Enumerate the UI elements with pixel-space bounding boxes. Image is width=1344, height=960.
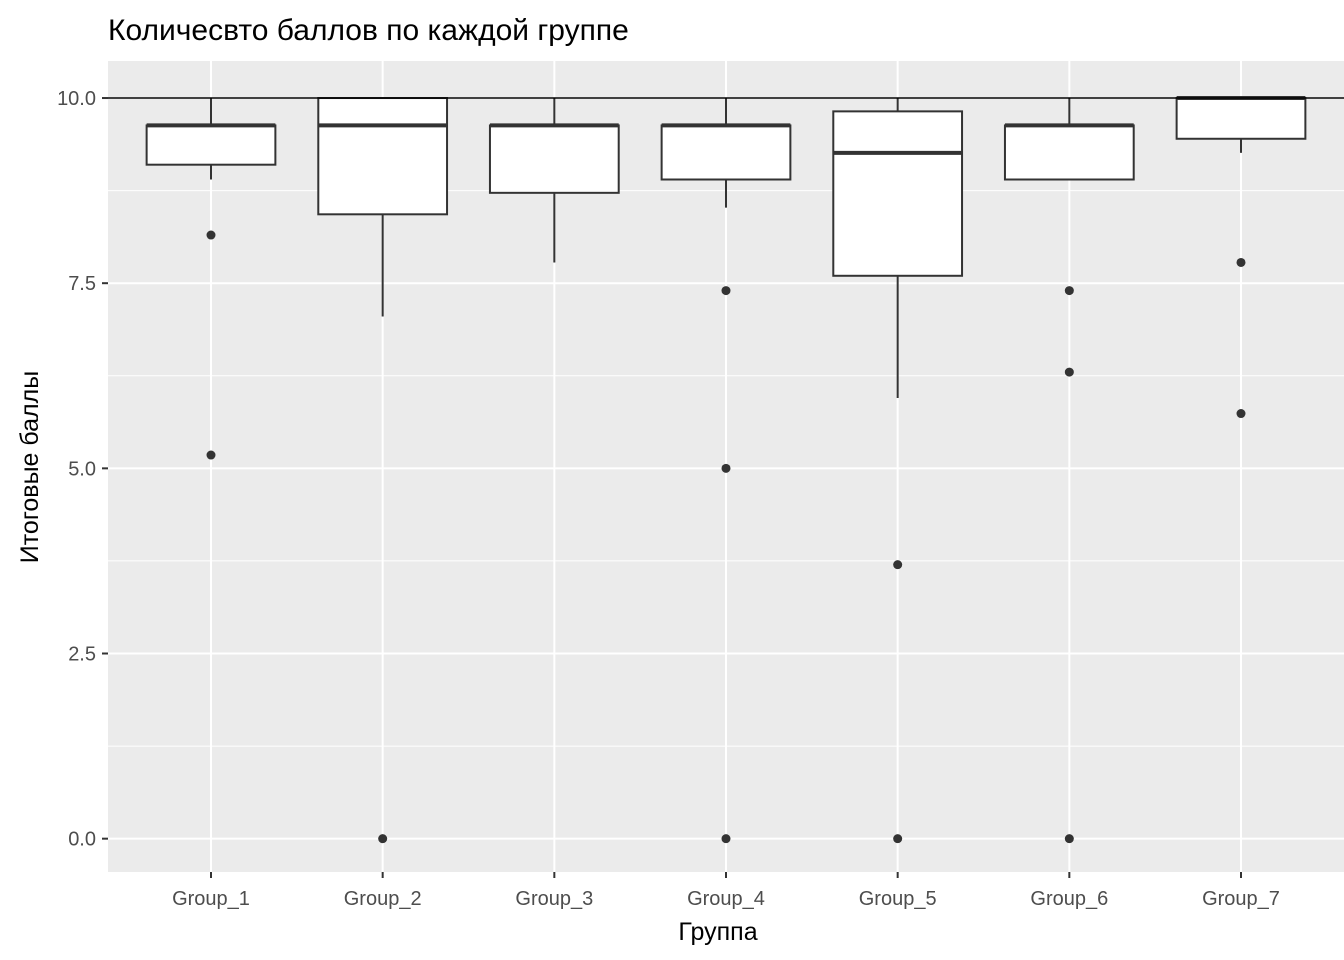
- outlier-point: [721, 463, 731, 473]
- box-iqr: [1003, 124, 1135, 181]
- box-iqr: [660, 124, 792, 181]
- y-axis: 0.0 2.5 5.0 7.5 10.0: [57, 88, 108, 851]
- y-tick-label: 10.0: [57, 88, 96, 110]
- box-iqr: [317, 97, 449, 216]
- y-tick-label: 7.5: [68, 273, 96, 295]
- x-tick-label: Group_2: [344, 888, 422, 910]
- outlier-point: [1236, 409, 1246, 419]
- box-iqr: [488, 124, 620, 194]
- x-axis-title: Группа: [678, 918, 757, 946]
- box-iqr: [832, 110, 964, 277]
- outlier-point: [206, 450, 216, 460]
- x-tick-label: Group_6: [1030, 888, 1108, 910]
- outlier-point: [721, 286, 731, 296]
- box-Group_5: [832, 98, 964, 844]
- outlier-point: [206, 230, 216, 240]
- outlier-point: [378, 834, 388, 844]
- box-Group_3: [488, 98, 620, 263]
- box-Group_6: [1003, 98, 1135, 844]
- chart-title: Количесвто баллов по каждой группе: [108, 14, 629, 47]
- y-tick-label: 2.5: [68, 644, 96, 666]
- x-tick-label: Group_1: [172, 888, 250, 910]
- box-iqr: [1175, 97, 1307, 140]
- outlier-point: [1236, 257, 1246, 267]
- x-tick-label: Group_7: [1202, 888, 1280, 910]
- y-tick-label: 0.0: [68, 829, 96, 851]
- x-tick-label: Group_4: [687, 888, 765, 910]
- box-Group_2: [317, 97, 449, 844]
- box-iqr: [145, 124, 277, 166]
- outlier-point: [1064, 286, 1074, 296]
- outlier-point: [893, 834, 903, 844]
- outlier-point: [893, 560, 903, 570]
- y-tick-label: 5.0: [68, 458, 96, 480]
- box-Group_1: [145, 98, 277, 460]
- boxes-layer: [145, 96, 1307, 844]
- x-tick-label: Group_5: [859, 888, 937, 910]
- outlier-point: [1064, 834, 1074, 844]
- outlier-point: [1064, 367, 1074, 377]
- box-Group_4: [660, 98, 792, 844]
- x-tick-label: Group_3: [515, 888, 593, 910]
- x-axis: Group_1 Group_2 Group_3 Group_4 Group_5 Group…: [172, 872, 1280, 910]
- y-axis-title: Итоговые баллы: [16, 371, 44, 563]
- outlier-point: [721, 834, 731, 844]
